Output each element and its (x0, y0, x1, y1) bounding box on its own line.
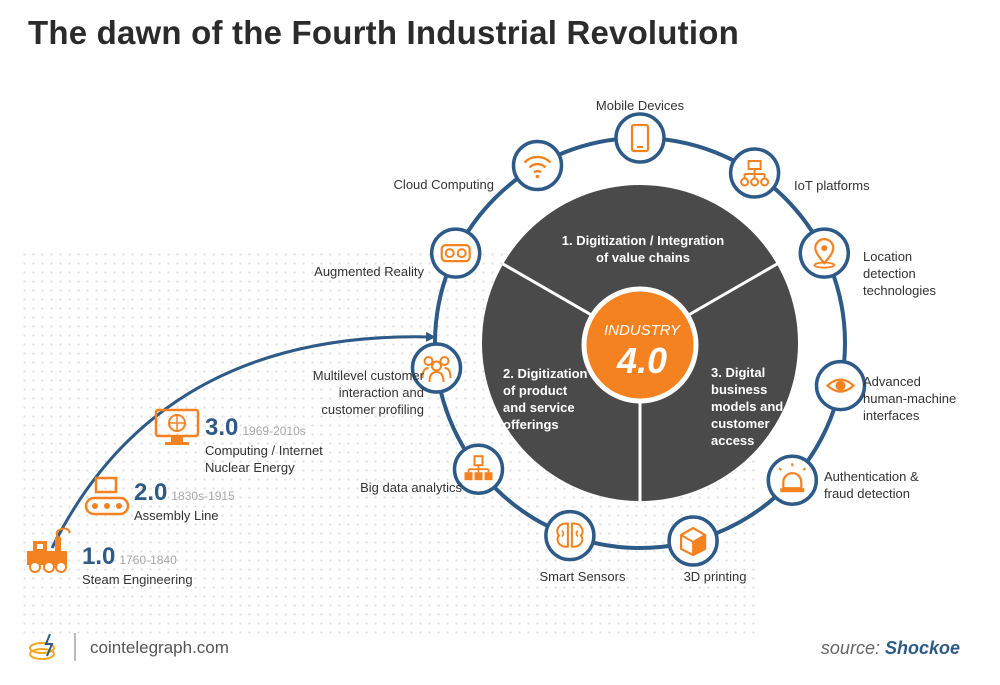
segment-label-product-offerings: 2. Digitization of product and service o… (503, 366, 588, 432)
cointelegraph-logo-icon (29, 633, 55, 660)
page-title: The dawn of the Fourth Industrial Revolu… (28, 14, 739, 51)
stage-3-years: 1969-2010s (242, 424, 306, 438)
alarm-siren-icon (766, 454, 819, 506)
stage-1-version: 1.0 (82, 543, 116, 570)
industry-label: INDUSTRY (604, 322, 681, 339)
vr-goggles-icon (429, 227, 482, 279)
tech-label-mobile-devices: Mobile Devices (595, 98, 685, 113)
tech-label-hmi: Advanced human-machine interfaces (863, 374, 957, 423)
location-pin-icon (798, 227, 851, 279)
brain-icon (544, 509, 596, 562)
stage-2: 2.0 1830s-1915 Assembly Line (134, 479, 235, 524)
eye-icon (814, 359, 867, 412)
tech-label-smart-sensors: Smart Sensors (539, 569, 626, 584)
tech-label-big-data: Big data analytics (360, 480, 462, 495)
cube-icon (667, 515, 719, 567)
iot-platforms-icon (728, 147, 781, 199)
tech-label-augmented-reality: Augmented Reality (314, 264, 424, 279)
tech-label-3d-printing: 3D printing (683, 569, 747, 584)
tech-label-location-detection: Location detection technologies (863, 249, 936, 298)
footer-site-link[interactable]: cointelegraph.com (90, 638, 229, 657)
data-hierarchy-icon (452, 443, 505, 495)
steam-train-icon (27, 527, 71, 573)
stage-1-years: 1760-1840 (119, 553, 177, 567)
source-name: Shockoe (884, 638, 960, 658)
conveyor-belt-icon (84, 476, 130, 516)
stage-2-desc: Assembly Line (134, 508, 219, 523)
mobile-device-icon (614, 112, 666, 164)
source-prefix: source: (820, 638, 880, 658)
stage-2-years: 1830s-1915 (171, 489, 235, 503)
industry-center-badge (581, 286, 699, 404)
footer-source: source: Shockoe (821, 638, 960, 659)
wifi-signal-icon (511, 139, 564, 192)
people-group-icon (410, 342, 463, 394)
evolution-arrow (50, 331, 436, 549)
stage-3: 3.0 1969-2010s Computing / Internet Nucle… (205, 414, 323, 476)
segment-label-value-chains: 1. Digitization / Integration of value c… (561, 233, 725, 265)
tech-label-iot-platforms: IoT platforms (794, 178, 870, 193)
tech-label-authentication: Authentication & fraud detection (824, 469, 919, 501)
stage-3-desc: Computing / Internet Nuclear Energy (205, 443, 323, 475)
tech-label-multilevel-customer: Multilevel customer interaction and cust… (312, 368, 424, 417)
stage-3-version: 3.0 (205, 414, 239, 441)
stage-2-version: 2.0 (134, 479, 168, 506)
segment-label-business-models: 3. Digital business models and customer … (711, 365, 784, 448)
footer-separator (74, 633, 76, 661)
stage-1: 1.0 1760-1840 Steam Engineering (82, 543, 193, 588)
tech-label-cloud-computing: Cloud Computing (393, 177, 494, 192)
computer-monitor-icon (154, 408, 200, 445)
stage-1-desc: Steam Engineering (82, 572, 193, 587)
industry-version: 4.0 (616, 340, 667, 381)
